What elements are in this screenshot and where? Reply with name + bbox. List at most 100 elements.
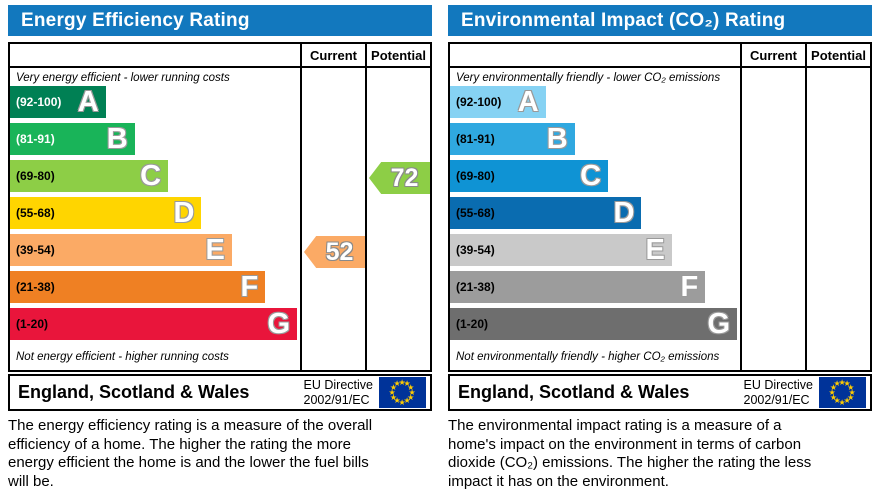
band-bar-D: (55-68) D bbox=[10, 197, 202, 229]
star-icon: ★ bbox=[407, 382, 415, 392]
energy-region-bar: England, Scotland & Wales EU Directive 2… bbox=[8, 374, 432, 411]
band-bar-A: (92-100) A bbox=[10, 86, 106, 118]
band-row-D: (55-68) D bbox=[450, 197, 740, 234]
band-row-C: (69-80) C bbox=[450, 160, 740, 197]
band-grade-letter: D bbox=[173, 197, 195, 229]
eu-directive-line1: EU Directive bbox=[303, 377, 373, 392]
energy-eu-directive: EU Directive 2002/91/EC bbox=[304, 378, 373, 408]
band-grade-letter: B bbox=[106, 123, 128, 155]
star-icon: ★ bbox=[829, 392, 837, 402]
co2-region-bar: England, Scotland & Wales EU Directive 2… bbox=[448, 374, 872, 411]
band-grade-letter: F bbox=[680, 271, 699, 303]
band-bar-F: (21-38) F bbox=[10, 271, 266, 303]
co2-current-column: Current bbox=[740, 44, 805, 370]
band-grade-letter: B bbox=[546, 123, 568, 155]
star-icon: ★ bbox=[833, 378, 841, 388]
energy-efficiency-panel: Energy Efficiency Rating Very energy eff… bbox=[8, 5, 432, 493]
potential-rating-arrow: 72 bbox=[369, 162, 430, 194]
star-icon: ★ bbox=[403, 396, 411, 406]
band-range-label: (92-100) bbox=[456, 95, 502, 109]
band-row-B: (81-91) B bbox=[10, 123, 300, 160]
band-range-label: (55-68) bbox=[16, 206, 55, 220]
co2-eu-directive: EU Directive 2002/91/EC bbox=[744, 378, 813, 408]
star-icon: ★ bbox=[838, 377, 846, 387]
energy-region-name: England, Scotland & Wales bbox=[18, 382, 250, 402]
band-row-D: (55-68) D bbox=[10, 197, 300, 234]
band-bar-G: (1-20) G bbox=[10, 308, 298, 340]
star-icon: ★ bbox=[398, 377, 406, 387]
band-range-label: (39-54) bbox=[16, 243, 55, 257]
star-icon: ★ bbox=[843, 378, 851, 388]
band-range-label: (92-100) bbox=[16, 95, 62, 109]
star-icon: ★ bbox=[843, 396, 851, 406]
band-bar-D: (55-68) D bbox=[450, 197, 642, 229]
energy-bands-column-header bbox=[10, 44, 300, 68]
star-icon: ★ bbox=[828, 387, 836, 397]
star-icon: ★ bbox=[829, 382, 837, 392]
co2-panel-title: Environmental Impact (CO₂) Rating bbox=[461, 9, 786, 31]
band-row-F: (21-38) F bbox=[10, 271, 300, 308]
star-icon: ★ bbox=[833, 396, 841, 406]
band-bar-E: (39-54) E bbox=[10, 234, 232, 266]
energy-bands-column: Very energy efficient - lower running co… bbox=[10, 44, 300, 370]
band-row-B: (81-91) B bbox=[450, 123, 740, 160]
band-grade-letter: E bbox=[645, 234, 665, 266]
band-range-label: (39-54) bbox=[456, 243, 495, 257]
co2-current-header: Current bbox=[742, 44, 805, 68]
energy-potential-column: Potential 72 bbox=[365, 44, 430, 370]
star-icon: ★ bbox=[847, 392, 855, 402]
band-range-label: (69-80) bbox=[16, 169, 55, 183]
current-rating-arrow: 52 bbox=[304, 236, 365, 268]
band-bar-C: (69-80) C bbox=[10, 160, 169, 192]
star-icon: ★ bbox=[408, 387, 416, 397]
co2-panel-title-bar: Environmental Impact (CO₂) Rating bbox=[448, 5, 872, 36]
band-bar-F: (21-38) F bbox=[450, 271, 706, 303]
energy-potential-header: Potential bbox=[367, 44, 430, 68]
band-bar-C: (69-80) C bbox=[450, 160, 609, 192]
star-icon: ★ bbox=[393, 378, 401, 388]
star-icon: ★ bbox=[389, 392, 397, 402]
energy-current-column: Current 52 bbox=[300, 44, 365, 370]
star-icon: ★ bbox=[393, 396, 401, 406]
energy-panel-title: Energy Efficiency Rating bbox=[21, 9, 250, 31]
band-bar-G: (1-20) G bbox=[450, 308, 738, 340]
band-bar-B: (81-91) B bbox=[450, 123, 575, 155]
band-grade-letter: A bbox=[517, 86, 539, 118]
co2-bottom-note: Not environmentally friendly - higher CO… bbox=[456, 351, 720, 363]
band-range-label: (21-38) bbox=[16, 280, 55, 294]
co2-potential-header: Potential bbox=[807, 44, 870, 68]
band-grade-letter: G bbox=[267, 308, 291, 340]
band-grade-letter: F bbox=[240, 271, 259, 303]
star-icon: ★ bbox=[407, 392, 415, 402]
co2-description: The environmental impact rating is a mea… bbox=[448, 417, 812, 490]
band-grade-letter: C bbox=[580, 160, 602, 192]
band-grade-letter: A bbox=[77, 86, 99, 118]
band-row-G: (1-20) G bbox=[10, 308, 300, 345]
band-range-label: (1-20) bbox=[16, 317, 49, 331]
band-bar-B: (81-91) B bbox=[10, 123, 135, 155]
star-icon: ★ bbox=[848, 387, 856, 397]
co2-potential-column: Potential bbox=[805, 44, 870, 370]
eu-directive-line2: 2002/91/EC bbox=[743, 392, 810, 407]
co2-band-rows: (92-100) A (81-91) B (69-80) C (55-68) D (39-54)… bbox=[450, 86, 740, 345]
energy-description: The energy efficiency rating is a measur… bbox=[8, 417, 373, 490]
environmental-impact-panel: Environmental Impact (CO₂) Rating Very e… bbox=[448, 5, 872, 493]
band-range-label: (21-38) bbox=[456, 280, 495, 294]
band-range-label: (81-91) bbox=[456, 132, 495, 146]
band-grade-letter: D bbox=[613, 197, 635, 229]
star-icon: ★ bbox=[388, 387, 396, 397]
energy-ratings-table: Very energy efficient - lower running co… bbox=[8, 42, 432, 372]
energy-current-header: Current bbox=[302, 44, 365, 68]
eu-flag-icon: ★ ★ ★ ★ ★ ★ ★ ★ ★ ★ ★ ★ bbox=[819, 377, 866, 408]
band-row-A: (92-100) A bbox=[10, 86, 300, 123]
energy-panel-title-bar: Energy Efficiency Rating bbox=[8, 5, 432, 36]
co2-ratings-table: Very environmentally friendly - lower CO… bbox=[448, 42, 872, 372]
star-icon: ★ bbox=[389, 382, 397, 392]
star-icon: ★ bbox=[847, 382, 855, 392]
band-range-label: (69-80) bbox=[456, 169, 495, 183]
star-icon: ★ bbox=[838, 397, 846, 407]
star-icon: ★ bbox=[403, 378, 411, 388]
eu-directive-line2: 2002/91/EC bbox=[303, 392, 370, 407]
band-grade-letter: C bbox=[140, 160, 162, 192]
co2-bands-column-header bbox=[450, 44, 740, 68]
